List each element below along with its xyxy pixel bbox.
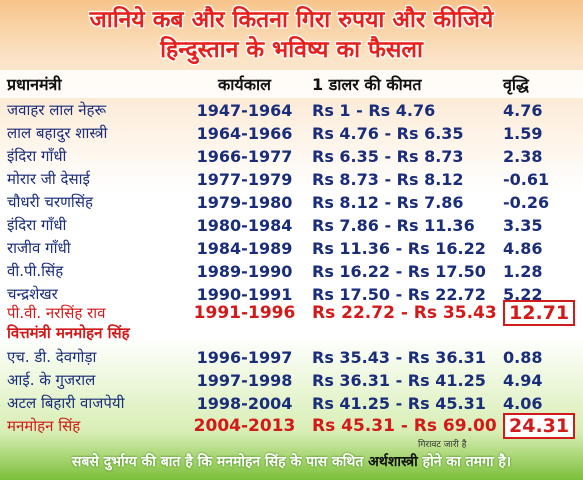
dollar-price: Rs 17.50 - Rs 22.72	[312, 285, 486, 304]
pm-name: आई. के गुजराल	[7, 371, 96, 389]
table-row: चौधरी चरणसिंह 1979-1980 Rs 8.12 - Rs 7.8…	[0, 191, 583, 214]
growth-value: 1.59	[503, 124, 543, 143]
pm-term: 1984-1989	[196, 239, 293, 258]
pm-name: एच. डी. देवगोड़ा	[7, 348, 97, 366]
pm-name: चन्द्रशेखर	[7, 285, 58, 303]
table-row: राजीव गाँधी 1984-1989 Rs 11.36 - Rs 16.2…	[0, 237, 583, 260]
pm-term: 1980-1984	[196, 216, 293, 235]
growth-value: 4.06	[503, 394, 543, 413]
table-row: चन्द्रशेखर 1990-1991 Rs 17.50 - Rs 22.72…	[0, 283, 583, 306]
dollar-price: Rs 11.36 - Rs 16.22	[312, 239, 486, 258]
header-growth: वृद्धि	[503, 75, 529, 94]
growth-value: 0.88	[503, 348, 543, 367]
footer-highlight: अर्थशास्त्री	[368, 454, 418, 470]
header-pm: प्रधानमंत्री	[7, 75, 62, 94]
pm-name: जवाहर लाल नेहरू	[7, 101, 107, 119]
pm-name: इंदिरा गाँधी	[7, 147, 67, 165]
pm-name: मोरार जी देसाई	[7, 170, 90, 188]
growth-value: -0.26	[503, 193, 550, 212]
pm-name: वी.पी.सिंह	[7, 262, 64, 280]
pm-term: 1966-1977	[196, 147, 293, 166]
dollar-price: Rs 36.31 - Rs 41.25	[312, 371, 486, 390]
pm-term: 1979-1980	[196, 193, 293, 212]
header-band	[0, 70, 583, 98]
table-row: मोरार जी देसाई 1977-1979 Rs 8.73 - Rs 8.…	[0, 168, 583, 191]
header-price: 1 डालर की कीमत	[312, 75, 422, 94]
table-row: अटल बिहारी वाजपेयी 1998-2004 Rs 41.25 - …	[0, 392, 583, 415]
finance-minister-subheading: वित्तमंत्री मनमोहन सिंह	[7, 324, 130, 342]
pm-name: चौधरी चरणसिंह	[7, 193, 93, 211]
page-title-line-2: हिन्दुस्तान के भविष्य का फैसला	[160, 37, 423, 63]
growth-value-boxed: 12.71	[503, 300, 576, 326]
table-row-highlight-manmohan-singh: मनमोहन सिंह 2004-2013 Rs 45.31 - Rs 69.0…	[0, 413, 583, 439]
dollar-price: Rs 4.76 - Rs 6.35	[312, 124, 464, 143]
footer-caption: सबसे दुर्भाग्य की बात है कि मनमोहन सिंह …	[0, 452, 583, 471]
pm-term: 1996-1997	[196, 348, 293, 367]
table-header-row: प्रधानमंत्री कार्यकाल 1 डालर की कीमत वृद…	[0, 73, 583, 96]
pm-term: 1991-1996	[193, 303, 296, 323]
table-row: जवाहर लाल नेहरू 1947-1964 Rs 1 - Rs 4.76…	[0, 99, 583, 122]
growth-value: 5.22	[503, 285, 543, 304]
table-row: लाल बहादुर शास्त्री 1964-1966 Rs 4.76 - …	[0, 122, 583, 145]
dollar-price: Rs 8.73 - Rs 8.12	[312, 170, 464, 189]
dollar-price: Rs 7.86 - Rs 11.36	[312, 216, 475, 235]
growth-value: 3.35	[503, 216, 543, 235]
growth-value: 4.94	[503, 371, 543, 390]
pm-name: पी.वी. नरसिंह राव	[7, 304, 106, 322]
growth-value-boxed: 24.31	[503, 413, 576, 439]
footer-text-before: सबसे दुर्भाग्य की बात है कि मनमोहन सिंह …	[71, 454, 369, 470]
table-row-highlight-narasimha-rao: पी.वी. नरसिंह राव 1991-1996 Rs 22.72 - R…	[0, 300, 583, 326]
footer-text-after: होने का तमगा है।	[417, 454, 512, 470]
dollar-price: Rs 35.43 - Rs 36.31	[312, 348, 486, 367]
dollar-price: Rs 16.22 - Rs 17.50	[312, 262, 486, 281]
growth-value: 4.86	[503, 239, 543, 258]
pm-term: 1947-1964	[196, 101, 293, 120]
growth-value: 1.28	[503, 262, 543, 281]
pm-name: मनमोहन सिंह	[7, 417, 81, 435]
growth-value: 4.76	[503, 101, 543, 120]
pm-term: 1977-1979	[196, 170, 293, 189]
pm-term: 1989-1990	[196, 262, 293, 281]
growth-box: 24.31	[503, 413, 576, 439]
pm-name: अटल बिहारी वाजपेयी	[7, 394, 125, 412]
pm-name: लाल बहादुर शास्त्री	[7, 124, 108, 142]
table-row: आई. के गुजराल 1997-1998 Rs 36.31 - Rs 41…	[0, 369, 583, 392]
dollar-price: Rs 8.12 - Rs 7.86	[312, 193, 464, 212]
dollar-price: Rs 6.35 - Rs 8.73	[312, 147, 464, 166]
dollar-price: Rs 41.25 - Rs 45.31	[312, 394, 486, 413]
page-title-line-1: जानिये कब और कितना गिरा रुपया और कीजिये	[89, 7, 494, 33]
pm-term: 1997-1998	[196, 371, 293, 390]
growth-value: -0.61	[503, 170, 550, 189]
header-term: कार्यकाल	[218, 75, 271, 94]
pm-name: राजीव गाँधी	[7, 239, 71, 257]
table-row: वी.पी.सिंह 1989-1990 Rs 16.22 - Rs 17.50…	[0, 260, 583, 283]
dollar-price: Rs 22.72 - Rs 35.43	[312, 303, 497, 323]
pm-term: 1998-2004	[196, 394, 293, 413]
decline-continues-note: गिरावट जारी है	[418, 440, 467, 450]
table-row: एच. डी. देवगोड़ा 1996-1997 Rs 35.43 - Rs…	[0, 346, 583, 369]
growth-value: 2.38	[503, 147, 543, 166]
table-row: इंदिरा गाँधी 1980-1984 Rs 7.86 - Rs 11.3…	[0, 214, 583, 237]
pm-term: 1990-1991	[196, 285, 293, 304]
dollar-price: Rs 1 - Rs 4.76	[312, 101, 436, 120]
pm-term: 2004-2013	[193, 416, 296, 436]
dollar-price: Rs 45.31 - Rs 69.00	[312, 416, 497, 436]
table-row: इंदिरा गाँधी 1966-1977 Rs 6.35 - Rs 8.73…	[0, 145, 583, 168]
pm-term: 1964-1966	[196, 124, 293, 143]
pm-name: इंदिरा गाँधी	[7, 216, 67, 234]
growth-box: 12.71	[503, 300, 576, 326]
